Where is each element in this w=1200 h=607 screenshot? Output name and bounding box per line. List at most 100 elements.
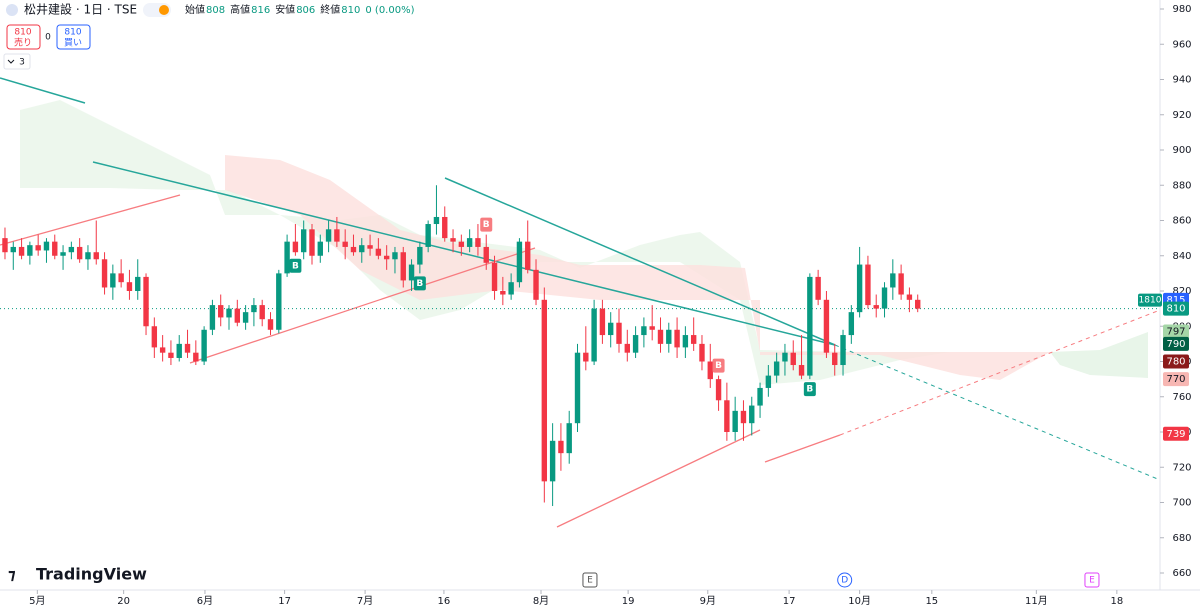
price-label: 739 <box>1166 429 1185 440</box>
y-tick-label: 720 <box>1172 462 1191 473</box>
candle-body <box>433 216 440 225</box>
candle-body <box>60 252 66 256</box>
candle-body <box>68 246 75 253</box>
price-label: 770 <box>1166 374 1185 385</box>
candle-body <box>442 216 448 239</box>
candle-body <box>27 245 33 256</box>
ichimoku-cloud-red <box>225 155 1050 380</box>
candle-body <box>2 238 8 253</box>
candle-body <box>135 276 141 291</box>
candle-body <box>450 238 456 242</box>
candle-body <box>798 365 805 376</box>
y-tick-label: 660 <box>1172 568 1191 579</box>
spread: 0 <box>45 33 51 43</box>
candle-body <box>724 400 730 432</box>
candle-body <box>732 410 738 432</box>
candle-body <box>757 387 763 406</box>
price-label-bg <box>1163 354 1189 369</box>
signal-label: B <box>292 261 299 271</box>
candle-body <box>558 440 564 454</box>
price-label: 810 <box>1166 304 1185 315</box>
candle-body <box>549 440 556 482</box>
candle-body <box>35 245 41 251</box>
candle-body <box>832 352 838 366</box>
candle-body <box>749 405 755 424</box>
candle-body <box>10 246 16 253</box>
signal-marker <box>803 382 816 397</box>
x-tick-label: 9月 <box>700 595 716 607</box>
candle-body <box>251 305 257 313</box>
event-label: E <box>1089 576 1095 586</box>
chevron <box>7 59 15 64</box>
candle-body <box>890 273 896 288</box>
candle-body <box>85 252 91 260</box>
candle-body <box>674 329 680 348</box>
candle-body <box>848 312 855 336</box>
candle-body <box>93 252 99 260</box>
candle-body <box>218 305 224 318</box>
candle-body <box>267 319 274 330</box>
trend-line <box>0 194 181 246</box>
candle-body <box>815 276 821 300</box>
x-tick-label: 17 <box>783 596 796 607</box>
ichimoku-cloud <box>20 100 950 385</box>
candle-body <box>292 241 299 253</box>
legend-value: 810 <box>341 5 360 16</box>
trend-line <box>556 429 761 528</box>
indicator-toggle[interactable] <box>3 53 31 70</box>
sell-price: 810 <box>14 28 31 38</box>
candle-body <box>400 252 406 281</box>
signal-label: B <box>715 361 722 371</box>
candle-body <box>616 322 622 344</box>
buy-button[interactable] <box>56 24 91 50</box>
badge-dot <box>159 5 169 15</box>
candle-body <box>209 305 216 330</box>
x-tick-label: 16 <box>438 596 451 607</box>
indicator-count: 3 <box>19 58 25 68</box>
legend-label: 始値 <box>185 3 205 16</box>
candle-body <box>52 241 58 256</box>
x-tick-label: 17 <box>278 596 291 607</box>
candle-body <box>840 335 846 366</box>
candle-body <box>383 255 390 260</box>
x-tick-label: 7月 <box>357 595 373 607</box>
candle-body <box>193 352 199 362</box>
candle-body <box>657 329 664 344</box>
price-label: 780 <box>1166 357 1185 368</box>
candle-body <box>740 410 747 424</box>
candle-body <box>915 299 921 309</box>
candle-body <box>367 245 373 249</box>
candle-body <box>599 308 606 336</box>
trend-line-ext <box>839 309 1161 436</box>
candle-body <box>807 276 813 376</box>
candle-body <box>865 264 871 306</box>
candle-body <box>458 241 465 247</box>
candle-body <box>417 246 423 265</box>
candle-body <box>608 322 614 336</box>
watermark: TradingView <box>36 565 147 584</box>
sell-button[interactable] <box>6 24 41 50</box>
candle-body <box>359 245 365 253</box>
candle-body <box>500 291 506 295</box>
candle-body <box>475 238 481 247</box>
x-tick-label: 15 <box>925 596 938 607</box>
candle-body <box>392 252 398 260</box>
legend-change: 0 (0.00%) <box>365 5 414 16</box>
candle-body <box>118 273 124 283</box>
candle-body <box>690 335 697 344</box>
legend-value: 806 <box>296 5 315 16</box>
x-tick-label: 6月 <box>197 595 213 607</box>
candle-body <box>375 248 382 256</box>
candle-body <box>425 224 431 247</box>
candle-body <box>325 229 332 242</box>
price-label-bg <box>1163 324 1189 339</box>
price-label: 815 <box>1166 295 1185 306</box>
symbol: 松井建設 · 1日 · TSE <box>24 2 137 17</box>
candle-body <box>632 335 639 353</box>
trend-line-ext <box>834 344 1161 481</box>
price-label-bg <box>1163 301 1189 316</box>
event-label: D <box>841 576 848 586</box>
y-tick-label: 960 <box>1172 39 1191 50</box>
candle-body <box>624 343 630 353</box>
